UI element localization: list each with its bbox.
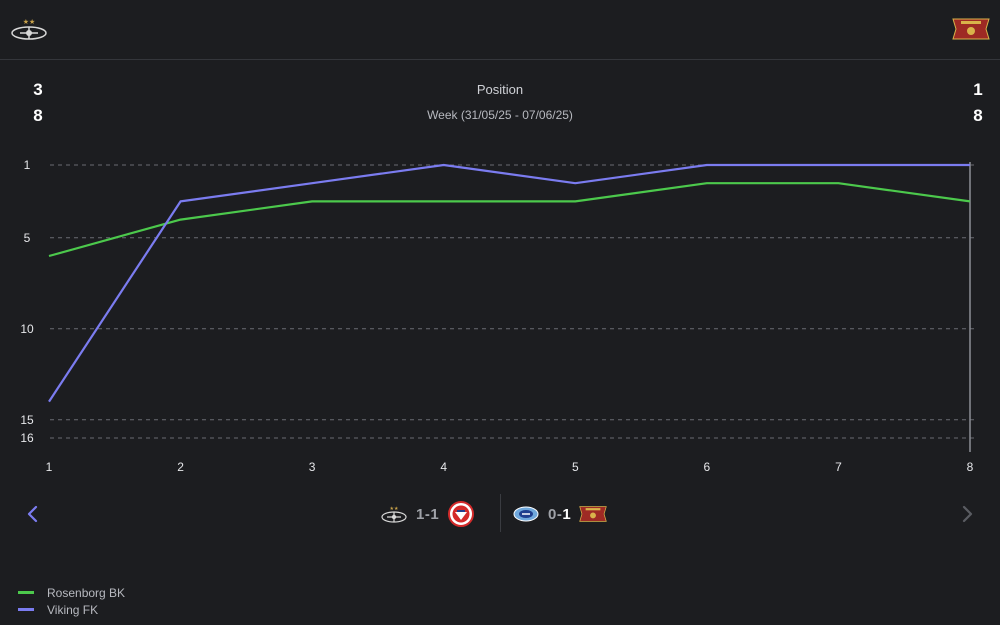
chart-title: Position (476, 82, 524, 97)
chart-subtitle: Week (31/05/25 - 07/06/25) (427, 108, 573, 122)
legend-label-viking: Viking FK (47, 602, 99, 617)
chart-legend: Rosenborg BK Viking FK (18, 584, 125, 618)
svg-text:★★: ★★ (23, 18, 36, 26)
left-stat-row-2: 8 (33, 106, 43, 125)
rosenborg-crest-icon: ★★ (381, 506, 407, 523)
match-2-score: 0-1 (548, 505, 572, 523)
legend-swatch-viking (18, 608, 34, 611)
x-tick-label-6: 6 (704, 460, 711, 474)
viking-crest-icon[interactable] (952, 16, 990, 42)
y-tick-label-10: 10 (20, 322, 34, 336)
legend-swatch-rosenborg (18, 591, 34, 594)
legend-item-rosenborg[interactable]: Rosenborg BK (18, 584, 125, 601)
x-tick-label-7: 7 (835, 460, 842, 474)
match-divider (500, 494, 501, 532)
match-1-away-goals: 1 (430, 505, 440, 523)
legend-item-viking[interactable]: Viking FK (18, 601, 125, 618)
x-tick-label-1: 1 (46, 460, 53, 474)
molde-crest-icon (513, 506, 539, 522)
y-tick-label-16: 16 (20, 431, 34, 445)
right-stat-row-1: 1 (973, 80, 983, 99)
series-line-viking-fk (48, 163, 970, 403)
series-line-rosenborg-bk (48, 182, 971, 258)
svg-text:★★: ★★ (390, 506, 399, 512)
header: ★★ (0, 0, 1000, 60)
match-result-2[interactable]: 0-1 (512, 500, 607, 528)
match-2-home-goals: 0 (548, 505, 557, 523)
left-stat-row-1: 3 (33, 80, 43, 99)
right-stat-row-2: 8 (973, 106, 983, 125)
y-tick-label-15: 15 (20, 413, 34, 427)
legend-label-rosenborg: Rosenborg BK (47, 585, 126, 600)
x-tick-label-2: 2 (177, 460, 184, 474)
match-1-home-goals: 1 (416, 505, 425, 523)
chevron-right-icon[interactable] (956, 503, 978, 525)
viking-crest-icon (579, 506, 607, 522)
x-tick-label-4: 4 (440, 460, 447, 474)
x-tick-label-8: 8 (967, 460, 974, 474)
chevron-left-icon[interactable] (22, 503, 44, 525)
x-tick-label-3: 3 (309, 460, 316, 474)
rosenborg-crest-icon[interactable]: ★★ (10, 16, 48, 42)
match-1-score: 1-1 (416, 505, 440, 523)
y-tick-label-1: 1 (24, 158, 31, 172)
x-tick-label-5: 5 (572, 460, 579, 474)
match-result-1[interactable]: ★★ 1-1 (380, 500, 475, 528)
match-2-away-goals: 1 (562, 505, 572, 523)
fredrikstad-crest-icon (448, 501, 475, 527)
y-tick-label-5: 5 (24, 231, 31, 245)
